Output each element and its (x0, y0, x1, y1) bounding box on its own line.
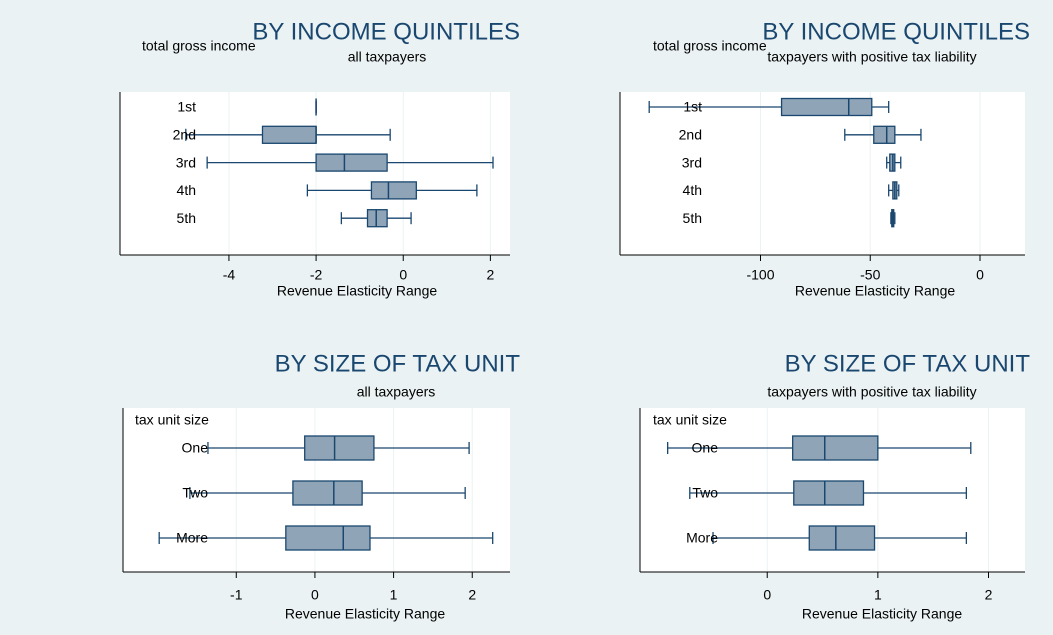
box (370, 181, 417, 200)
category-label: 5th (683, 210, 702, 226)
chart-subtitle: taxpayers with positive tax liability (767, 384, 976, 400)
category-label: 4th (683, 182, 702, 198)
chart-title: BY SIZE OF TAX UNIT (275, 350, 521, 377)
box (292, 480, 363, 506)
category-label: 2nd (679, 127, 702, 143)
group-label: total gross income (653, 38, 767, 54)
x-tick-label: -2 (310, 267, 323, 283)
x-tick-label: 2 (486, 267, 494, 283)
box (285, 525, 371, 551)
category-label: 5th (177, 210, 196, 226)
x-tick-label: 0 (399, 267, 407, 283)
category-label: 4th (177, 182, 196, 198)
category-label: Two (692, 485, 718, 501)
box (873, 125, 896, 144)
chart-subtitle: all taxpayers (348, 49, 427, 65)
box (793, 480, 865, 506)
chart-title: BY INCOME QUINTILES (252, 18, 520, 45)
box (315, 153, 388, 172)
x-tick-label: 1 (390, 587, 398, 603)
x-axis-title: Revenue Elasticity Range (795, 283, 956, 299)
chart-subtitle: all taxpayers (357, 384, 436, 400)
category-label: One (692, 440, 719, 456)
box (808, 525, 876, 551)
box (304, 435, 375, 461)
group-label: tax unit size (653, 412, 727, 428)
x-tick-label: -1 (230, 587, 243, 603)
group-label: total gross income (142, 38, 256, 54)
x-tick-label: 2 (468, 587, 476, 603)
category-label: More (176, 530, 208, 546)
x-tick-label: -50 (860, 267, 880, 283)
category-label: 2nd (173, 127, 196, 143)
x-tick-label: 0 (763, 587, 771, 603)
x-tick-label: -4 (223, 267, 236, 283)
plot-region (120, 92, 510, 255)
x-tick-label: -100 (746, 267, 774, 283)
x-axis-title: Revenue Elasticity Range (285, 606, 446, 622)
x-tick-label: 2 (985, 587, 993, 603)
category-label: More (686, 530, 718, 546)
plot-region (620, 92, 1025, 255)
box (780, 97, 873, 117)
chart-subtitle: taxpayers with positive tax liability (767, 49, 976, 65)
group-label: tax unit size (135, 412, 209, 428)
category-label: 3rd (682, 154, 702, 170)
category-label: 1st (683, 99, 702, 115)
x-axis-title: Revenue Elasticity Range (802, 606, 963, 622)
category-label: Two (182, 485, 208, 501)
box (261, 125, 317, 144)
box (366, 209, 388, 228)
box (792, 435, 879, 461)
chart-title: BY SIZE OF TAX UNIT (785, 350, 1031, 377)
x-tick-label: 0 (976, 267, 984, 283)
category-label: One (182, 440, 209, 456)
category-label: 1st (177, 99, 196, 115)
chart-title: BY INCOME QUINTILES (762, 18, 1030, 45)
x-axis-title: Revenue Elasticity Range (277, 283, 438, 299)
x-tick-label: 1 (874, 587, 882, 603)
category-label: 3rd (176, 154, 196, 170)
x-tick-label: 0 (311, 587, 319, 603)
